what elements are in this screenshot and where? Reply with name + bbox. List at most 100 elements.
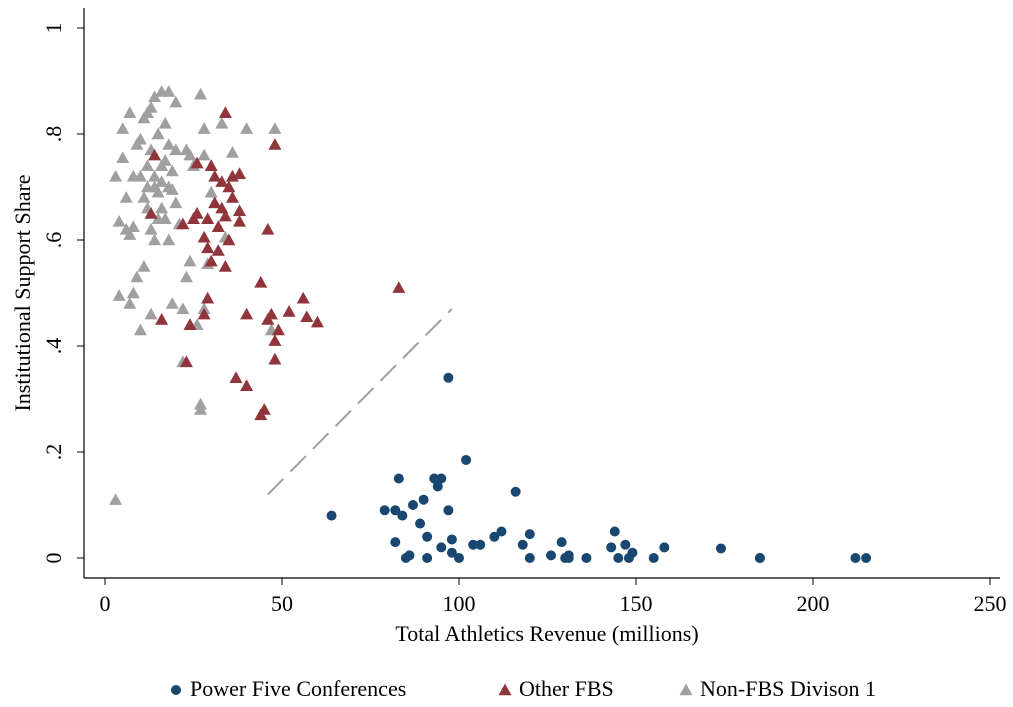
legend-symbol [498, 683, 512, 696]
point [148, 233, 162, 246]
point [556, 537, 567, 548]
point [443, 372, 454, 383]
point [648, 553, 659, 563]
legend-label: Power Five Conferences [190, 676, 406, 701]
point [268, 138, 282, 150]
y-tick-label: .2 [41, 444, 66, 461]
point [179, 355, 193, 368]
point [148, 90, 162, 103]
point [169, 196, 183, 209]
point [397, 510, 408, 521]
point [137, 191, 151, 203]
point [404, 550, 415, 561]
legend-label: Non-FBS Divison 1 [700, 676, 876, 701]
point [606, 542, 617, 553]
point [715, 543, 726, 554]
point [415, 518, 426, 529]
point [133, 323, 147, 336]
point [119, 191, 133, 203]
point [390, 505, 401, 516]
point [162, 85, 176, 97]
point [581, 553, 592, 563]
legend-symbol [171, 685, 181, 695]
x-tick-label: 100 [443, 591, 476, 616]
point [627, 547, 638, 558]
point [123, 297, 137, 309]
point [240, 379, 254, 391]
point [155, 201, 169, 214]
point [510, 486, 521, 497]
point [861, 553, 872, 563]
point [162, 138, 176, 150]
point [197, 230, 211, 243]
point [165, 164, 179, 177]
point [300, 310, 314, 323]
point [197, 148, 211, 161]
y-axis-label: Institutional Support Share [10, 174, 35, 411]
point [137, 260, 151, 272]
point [211, 220, 225, 232]
point [609, 526, 620, 537]
point [432, 481, 443, 492]
x-tick-label: 50 [271, 591, 293, 616]
point [436, 473, 447, 484]
point [215, 175, 229, 187]
point [310, 315, 324, 328]
point [461, 454, 472, 465]
legend-label: Other FBS [519, 676, 614, 701]
point [155, 175, 169, 187]
point [208, 196, 222, 209]
point [155, 313, 169, 325]
point [222, 233, 236, 246]
point [218, 106, 232, 118]
y-tick-label: 0 [41, 553, 66, 564]
point [197, 307, 211, 320]
point [162, 180, 176, 193]
point [225, 146, 239, 158]
point [204, 254, 218, 267]
point [144, 222, 158, 235]
point [489, 531, 500, 542]
point [436, 542, 447, 553]
point [144, 307, 158, 320]
point [201, 212, 215, 224]
point [140, 159, 154, 171]
point [268, 122, 282, 134]
point [204, 159, 218, 171]
point [496, 526, 507, 537]
point [240, 122, 254, 134]
point [112, 289, 126, 301]
point [524, 529, 535, 540]
point [613, 553, 624, 563]
point [418, 494, 429, 505]
point [407, 500, 418, 510]
point [225, 191, 239, 203]
point [148, 180, 162, 193]
y-tick-label: .6 [41, 232, 66, 249]
point [390, 537, 401, 548]
x-tick-label: 200 [797, 591, 830, 616]
point [620, 539, 631, 550]
point [468, 539, 479, 550]
point [204, 185, 218, 198]
point [233, 204, 247, 217]
point [190, 156, 204, 169]
point [229, 371, 243, 383]
y-tick-label: .4 [41, 338, 66, 355]
point [144, 207, 158, 219]
point [183, 148, 197, 161]
point [197, 122, 211, 134]
point [222, 180, 236, 193]
x-tick-label: 250 [974, 591, 1007, 616]
point [392, 281, 406, 293]
point [165, 297, 179, 309]
point [155, 159, 169, 171]
point [261, 222, 275, 235]
point [162, 233, 176, 246]
point [563, 553, 574, 563]
point [446, 534, 457, 545]
point [183, 254, 197, 267]
point [429, 473, 440, 484]
point [850, 553, 861, 563]
x-tick-label: 0 [100, 591, 111, 616]
